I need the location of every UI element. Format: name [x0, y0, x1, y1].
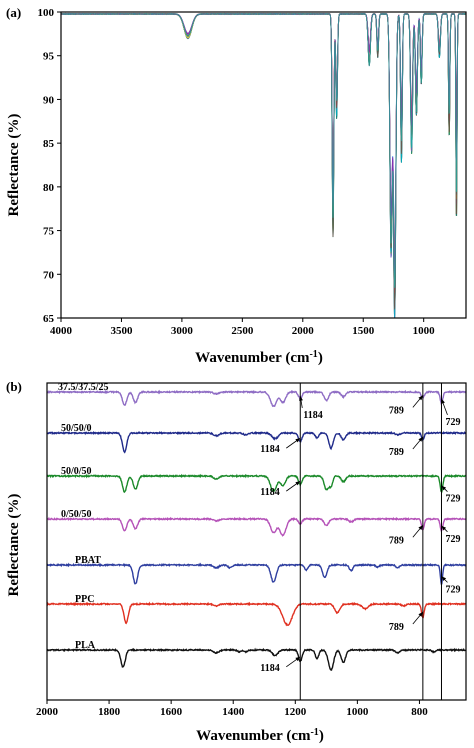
panel-b-annotation: 1184 [260, 437, 301, 455]
panel-b-trace [46, 389, 467, 408]
svg-text:1184: 1184 [260, 487, 279, 498]
panel-b-annotation: 789 [389, 611, 424, 633]
panel-b-series-label: 50/50/0 [61, 423, 92, 434]
panel-b-trace [46, 647, 466, 671]
panel-a-traces [60, 12, 467, 319]
panel-a-trace [60, 12, 467, 288]
svg-text:1184: 1184 [303, 410, 322, 421]
panel-b-traces [46, 389, 467, 671]
panel-a-x-tick-label: 2500 [231, 325, 254, 337]
panel-b-x-tick-label: 800 [411, 706, 428, 718]
panel-b-ticks: 2000 1800 1600 1400 1200 1000 800 [36, 700, 428, 718]
svg-text:789: 789 [389, 535, 404, 546]
panel-a-y-tick-label: 100 [38, 7, 55, 19]
panel-a-xlabel: Wavenumber (cm-1) [195, 349, 323, 367]
panel-b-x-tick-label: 1600 [160, 706, 183, 718]
panel-a-label: (a) [6, 5, 21, 20]
panel-a-x-tick-label: 2000 [292, 325, 315, 337]
panel-a-x-tick-label: 3500 [110, 325, 133, 337]
panel-a-x-tick-label: 1500 [352, 325, 375, 337]
panel-b-series-label: PBAT [75, 555, 101, 566]
panel-b-annotation: 1184 [260, 480, 301, 498]
svg-text:1184: 1184 [260, 444, 279, 455]
panel-a-ticks: 4000 3500 3000 2500 2000 1500 1000 65 70 75 80 85 90… [38, 7, 436, 337]
panel-b-label: (b) [6, 379, 22, 394]
svg-text:729: 729 [445, 417, 460, 428]
panel-b-trace [46, 601, 467, 627]
panel-b-annotation: 729 [441, 576, 460, 595]
panel-b-annotations: 1184 1184 1184 1184 789 789 789 789 729 729 729 729 [260, 395, 460, 674]
panel-b-x-tick-label: 1800 [98, 706, 121, 718]
panel-b-axes-frame [46, 382, 467, 701]
svg-text:789: 789 [389, 405, 404, 416]
panel-b-x-tick-label: 1400 [222, 706, 245, 718]
panel-a-axes-frame [60, 11, 467, 319]
panel-b-reference-lines [299, 383, 442, 700]
panel-b-annotation: 729 [441, 485, 460, 505]
panel-a-ylabel: Reflectance (%) [6, 114, 22, 217]
panel-b-series-label: PPC [75, 594, 94, 605]
svg-text:729: 729 [445, 494, 460, 505]
panel-b-annotation: 729 [441, 398, 460, 428]
panel-b: (b) 37.5/37.5/25 50/50/0 50/0/50 0/50/50 PBA… [6, 379, 467, 745]
svg-text:1184: 1184 [260, 663, 279, 674]
panel-b-series-label: 0/50/50 [61, 509, 92, 520]
panel-b-xlabel: Wavenumber (cm-1) [196, 727, 324, 745]
panel-b-trace [46, 430, 467, 454]
panel-b-series-label: 50/0/50 [61, 466, 92, 477]
panel-a-y-tick-label: 90 [43, 94, 55, 106]
panel-a: (a) 4000 3500 3000 2500 2000 1500 1000 65 70 75 80… [6, 5, 467, 367]
panel-b-trace [47, 516, 467, 537]
panel-b-x-tick-label: 2000 [36, 706, 59, 718]
svg-text:729: 729 [445, 534, 460, 545]
panel-a-y-tick-label: 85 [43, 138, 55, 150]
panel-b-x-tick-label: 1000 [346, 706, 369, 718]
panel-a-y-tick-label: 80 [43, 182, 55, 194]
svg-text:789: 789 [389, 447, 404, 458]
panel-a-x-tick-label: 1000 [413, 325, 436, 337]
panel-a-x-tick-label: 4000 [50, 325, 73, 337]
panel-b-annotation: 789 [389, 436, 424, 458]
panel-a-y-tick-label: 95 [43, 51, 55, 63]
panel-b-series-labels: 37.5/37.5/25 50/50/0 50/0/50 0/50/50 PBAT PPC… [58, 382, 109, 651]
panel-a-y-tick-label: 65 [43, 313, 55, 325]
svg-text:729: 729 [445, 584, 460, 595]
panel-b-annotation: 1184 [299, 395, 323, 421]
svg-text:789: 789 [389, 622, 404, 633]
panel-a-x-tick-label: 3000 [171, 325, 194, 337]
panel-b-trace [46, 562, 467, 585]
panel-b-series-label: PLA [75, 640, 96, 651]
panel-b-x-tick-label: 1200 [284, 706, 307, 718]
panel-b-annotation: 789 [389, 525, 424, 546]
panel-b-annotation: 729 [441, 525, 460, 545]
panel-b-annotation: 1184 [260, 656, 301, 674]
panel-b-series-label: 37.5/37.5/25 [58, 382, 109, 393]
panel-a-y-tick-label: 70 [43, 269, 55, 281]
panel-b-trace [46, 473, 467, 494]
panel-b-ylabel: Reflectance (%) [6, 494, 22, 597]
panel-a-y-tick-label: 75 [43, 226, 55, 238]
panel-b-annotation: 789 [389, 395, 424, 416]
